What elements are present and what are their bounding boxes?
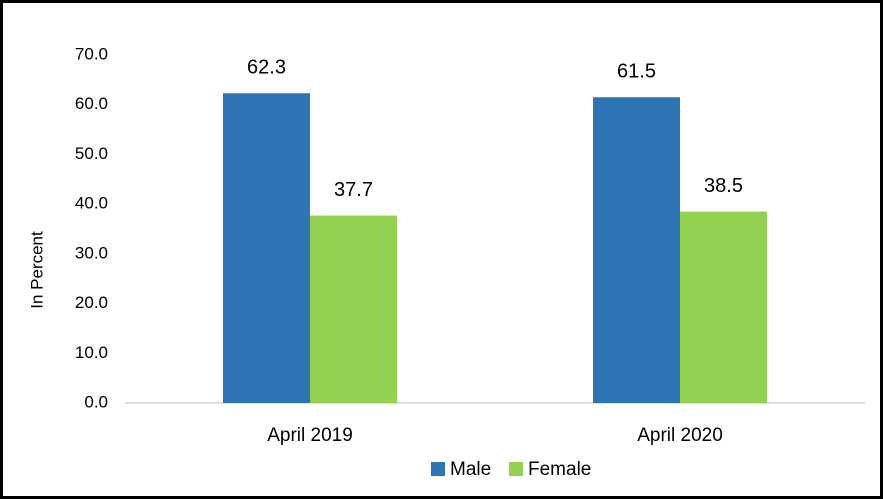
y-tick-label: 20.0 bbox=[75, 293, 108, 312]
bar bbox=[593, 97, 680, 403]
bar bbox=[680, 211, 767, 403]
x-tick-label: April 2019 bbox=[267, 425, 353, 446]
x-tick-label: April 2020 bbox=[637, 425, 723, 446]
y-tick-label: 50.0 bbox=[75, 144, 108, 163]
y-tick-label: 0.0 bbox=[84, 392, 108, 411]
data-label: 62.3 bbox=[247, 57, 286, 79]
bar bbox=[310, 215, 397, 403]
y-tick-label: 30.0 bbox=[75, 243, 108, 262]
data-label: 61.5 bbox=[617, 61, 656, 83]
y-tick-label: 60.0 bbox=[75, 94, 108, 113]
legend-label: Male bbox=[450, 459, 491, 480]
legend-label: Female bbox=[528, 459, 591, 480]
legend-swatch bbox=[431, 462, 445, 476]
y-tick-label: 40.0 bbox=[75, 194, 108, 213]
data-label: 38.5 bbox=[704, 175, 743, 197]
y-tick-label: 70.0 bbox=[75, 44, 108, 63]
data-label: 37.7 bbox=[334, 179, 373, 201]
legend-swatch bbox=[509, 462, 523, 476]
y-tick-label: 10.0 bbox=[75, 343, 108, 362]
bar bbox=[223, 93, 310, 403]
y-axis-label: In Percent bbox=[27, 231, 46, 309]
